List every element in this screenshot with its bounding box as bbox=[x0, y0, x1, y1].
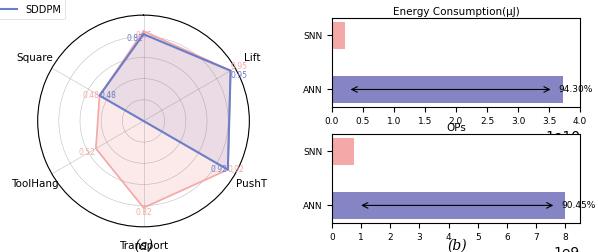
Bar bbox=[332, 138, 354, 165]
Text: 0.92: 0.92 bbox=[228, 165, 245, 174]
Text: 0.95: 0.95 bbox=[231, 71, 248, 80]
Text: 90.45%: 90.45% bbox=[561, 201, 596, 210]
Bar bbox=[332, 22, 345, 49]
Text: 0.48: 0.48 bbox=[99, 91, 117, 100]
Text: 0.48: 0.48 bbox=[83, 91, 99, 100]
Polygon shape bbox=[96, 31, 231, 208]
Text: 0.82: 0.82 bbox=[127, 34, 144, 43]
Text: (b): (b) bbox=[448, 238, 467, 252]
Text: 0.52: 0.52 bbox=[79, 148, 96, 158]
Text: 0.82: 0.82 bbox=[135, 208, 152, 217]
Title: Energy Consumption(μJ): Energy Consumption(μJ) bbox=[393, 7, 519, 17]
Title: OPs: OPs bbox=[446, 123, 466, 133]
Text: 94.30%: 94.30% bbox=[559, 85, 593, 94]
Text: 0.85: 0.85 bbox=[135, 31, 152, 40]
Text: (a): (a) bbox=[134, 238, 153, 252]
Text: 0.92: 0.92 bbox=[211, 165, 228, 174]
Legend: SDP, SDDPM: SDP, SDDPM bbox=[0, 0, 65, 19]
Bar bbox=[332, 192, 566, 219]
Bar bbox=[332, 76, 563, 103]
Text: 0.95: 0.95 bbox=[231, 62, 248, 71]
Polygon shape bbox=[99, 34, 231, 170]
